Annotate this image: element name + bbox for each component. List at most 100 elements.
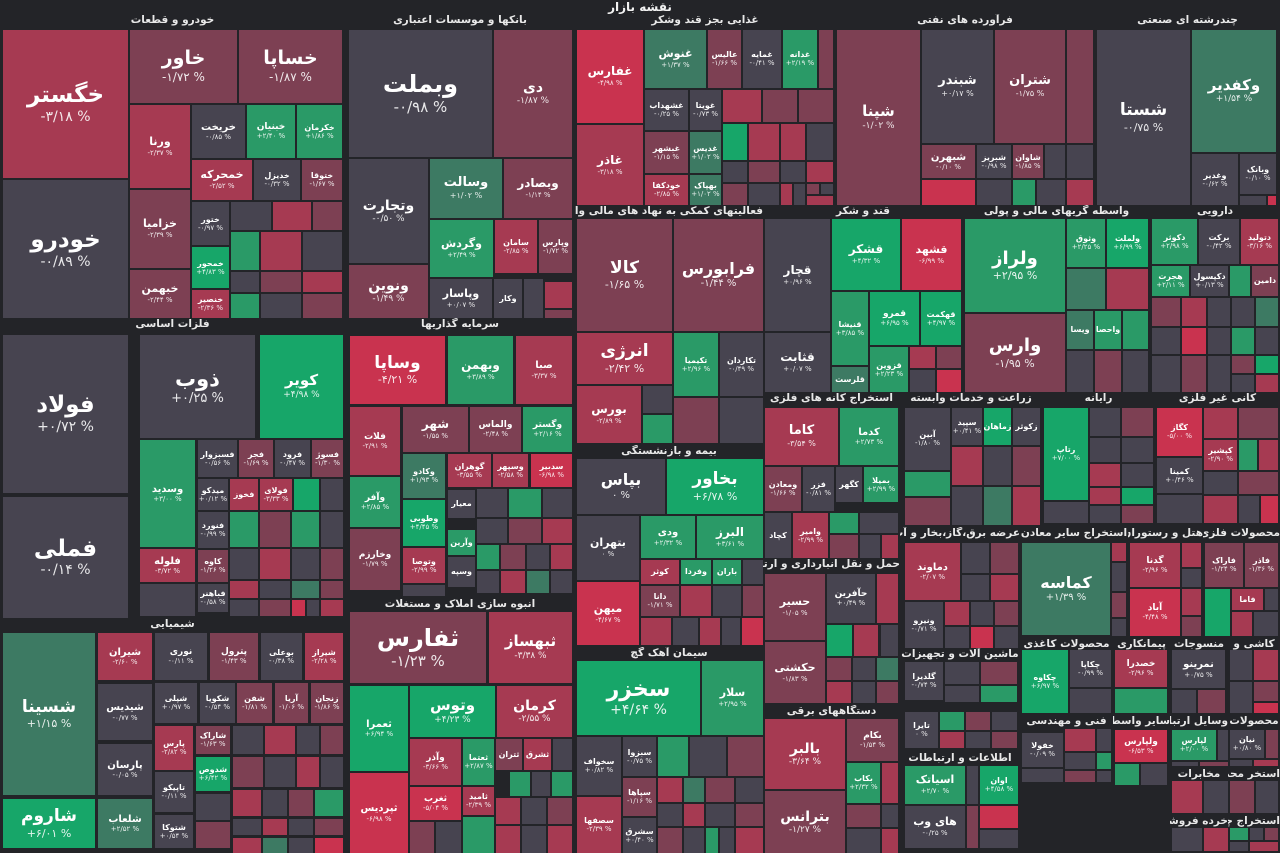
stock-tile-small[interactable] (952, 487, 982, 525)
stock-tile-small[interactable] (781, 162, 805, 182)
stock-tile[interactable]: فزر -۰/۸۱ % (803, 467, 834, 511)
stock-tile-small[interactable] (1208, 356, 1230, 392)
stock-tile-small[interactable] (1044, 502, 1088, 523)
stock-tile-small[interactable] (496, 798, 520, 824)
stock-tile[interactable]: سخزر +۴/۶۴ % (577, 661, 700, 735)
stock-tile[interactable]: غدیس +۱/۰۲ % (690, 132, 721, 173)
stock-tile[interactable]: کوثر (641, 560, 679, 584)
stock-tile[interactable]: دکوثر +۲/۹۸ % (1152, 219, 1197, 264)
stock-tile-small[interactable] (1230, 682, 1252, 713)
stock-tile[interactable]: وغدیر -۰/۶۲ % (1192, 154, 1238, 205)
stock-tile-small[interactable] (321, 726, 343, 754)
stock-tile-small[interactable] (1218, 730, 1228, 760)
stock-tile-small[interactable] (952, 447, 982, 485)
stock-tile-small[interactable] (233, 838, 261, 853)
stock-tile-small[interactable] (289, 819, 313, 835)
stock-tile[interactable]: بالبر -۳/۶۴ % (765, 719, 845, 789)
stock-tile[interactable]: کرمان -۲/۵۵ % (497, 686, 572, 737)
stock-tile[interactable]: شپلی +۰/۹۷ % (155, 683, 197, 723)
stock-tile-small[interactable] (292, 581, 319, 598)
stock-tile-small[interactable] (303, 294, 342, 318)
stock-tile[interactable]: بهپاک +۱/۰۲ % (690, 175, 721, 205)
stock-tile-small[interactable] (749, 124, 779, 160)
stock-tile[interactable]: البرز +۳/۶۱ % (697, 516, 763, 558)
stock-tile[interactable]: وکادو +۱/۹۳ % (403, 454, 445, 498)
stock-tile-small[interactable] (658, 828, 682, 853)
stock-tile[interactable]: شاوان -۱/۸۵ % (1013, 145, 1043, 178)
stock-tile[interactable]: کاوه -۱/۲۶ % (198, 550, 228, 582)
stock-tile-small[interactable] (684, 804, 704, 826)
stock-tile-small[interactable] (552, 772, 572, 796)
stock-tile-small[interactable] (1152, 298, 1180, 326)
stock-tile[interactable]: قهکمت +۴/۹۷ % (921, 292, 961, 345)
stock-tile-small[interactable] (1112, 543, 1126, 561)
stock-tile[interactable]: فخوز (230, 479, 258, 510)
stock-tile[interactable]: ثتران (496, 739, 522, 770)
stock-tile-small[interactable] (945, 627, 969, 648)
stock-tile[interactable]: شکویا -۰/۵۴ % (200, 683, 235, 723)
stock-tile-small[interactable] (681, 586, 711, 616)
stock-tile-small[interactable] (1265, 828, 1278, 840)
stock-tile[interactable]: فاما (1232, 589, 1263, 610)
stock-tile[interactable]: ثبهساز -۳/۳۸ % (489, 612, 572, 683)
stock-tile[interactable]: غدانه +۲/۱۹ % (783, 30, 817, 88)
stock-tile-small[interactable] (807, 124, 833, 160)
stock-tile-small[interactable] (1232, 375, 1254, 392)
stock-tile-small[interactable] (1013, 487, 1040, 525)
stock-tile-small[interactable] (1152, 356, 1180, 392)
stock-tile-small[interactable] (877, 574, 898, 623)
stock-tile[interactable]: خساپا -۱/۸۷ % (239, 30, 342, 103)
stock-tile-small[interactable] (463, 817, 494, 853)
stock-tile-small[interactable] (980, 830, 1018, 848)
stock-tile-small[interactable] (1200, 762, 1228, 766)
stock-tile[interactable]: وبهمن +۳/۸۹ % (448, 336, 513, 404)
stock-tile[interactable]: فلات -۲/۹۱ % (350, 407, 400, 475)
stock-tile[interactable]: فلوله -۳/۷۲ % (140, 549, 195, 582)
stock-tile-small[interactable] (1067, 269, 1105, 309)
stock-tile[interactable]: نمرینو +۰/۷۵ % (1172, 650, 1225, 688)
stock-tile-small[interactable] (981, 662, 1017, 684)
stock-tile[interactable]: فسبزوار -۰/۵۶ % (198, 440, 237, 477)
stock-tile[interactable]: سپاها -۱/۱۶ % (623, 778, 656, 816)
stock-tile-small[interactable] (749, 184, 779, 205)
stock-tile[interactable]: خمحور +۴/۸۳ % (192, 247, 229, 288)
stock-tile-small[interactable] (230, 581, 258, 598)
stock-tile[interactable]: آبین -۱/۸۰ % (905, 408, 950, 470)
stock-tile-small[interactable] (1232, 298, 1254, 326)
stock-tile[interactable]: غاذر -۳/۱۸ % (577, 125, 643, 205)
stock-tile-small[interactable] (496, 826, 520, 853)
stock-tile[interactable]: غبشهر -۱/۱۵ % (645, 132, 688, 173)
stock-tile[interactable]: لپارس +۲/۰۰ % (1172, 730, 1216, 760)
stock-tile-small[interactable] (962, 575, 989, 600)
stock-tile-small[interactable] (1208, 298, 1230, 326)
stock-tile-small[interactable] (713, 586, 741, 616)
stock-tile[interactable]: شدوص +۶/۴۲ % (196, 757, 230, 791)
stock-tile[interactable]: سلار +۲/۹۵ % (702, 661, 763, 735)
stock-tile-small[interactable] (321, 512, 343, 547)
stock-tile[interactable]: ورنا -۲/۳۷ % (130, 105, 190, 188)
stock-tile[interactable]: دماوند -۲/۰۷ % (905, 543, 960, 600)
stock-tile[interactable]: میهن -۴/۶۷ % (577, 582, 639, 645)
stock-tile-small[interactable] (553, 739, 572, 770)
stock-tile[interactable]: عالیس -۱/۶۶ % (708, 30, 741, 88)
stock-tile[interactable]: وثوق +۲/۲۵ % (1067, 219, 1105, 267)
stock-tile[interactable]: ثغرب -۵/۰۴ % (410, 787, 461, 820)
stock-tile[interactable]: شاروم +۶/۰۱ % (3, 799, 95, 848)
stock-tile-small[interactable] (1250, 828, 1263, 840)
stock-tile[interactable]: صبا -۳/۳۷ % (516, 336, 572, 404)
stock-tile-small[interactable] (477, 489, 507, 517)
stock-tile-small[interactable] (315, 790, 343, 816)
stock-tile-small[interactable] (297, 726, 319, 754)
stock-tile-small[interactable] (643, 386, 672, 413)
stock-tile-small[interactable] (1090, 408, 1120, 436)
stock-tile-small[interactable] (945, 686, 979, 702)
stock-tile[interactable]: بپاس ۰ % (577, 459, 665, 514)
stock-tile[interactable]: ثشرق (524, 739, 551, 770)
stock-tile-small[interactable] (743, 586, 763, 616)
stock-tile-small[interactable] (263, 819, 287, 835)
stock-tile-small[interactable] (937, 370, 961, 392)
stock-tile-small[interactable] (684, 828, 704, 853)
stock-tile[interactable]: کدما +۲/۷۳ % (840, 408, 898, 465)
stock-tile[interactable]: خریخت -۰/۸۵ % (192, 105, 245, 158)
stock-tile-small[interactable] (1112, 563, 1126, 591)
